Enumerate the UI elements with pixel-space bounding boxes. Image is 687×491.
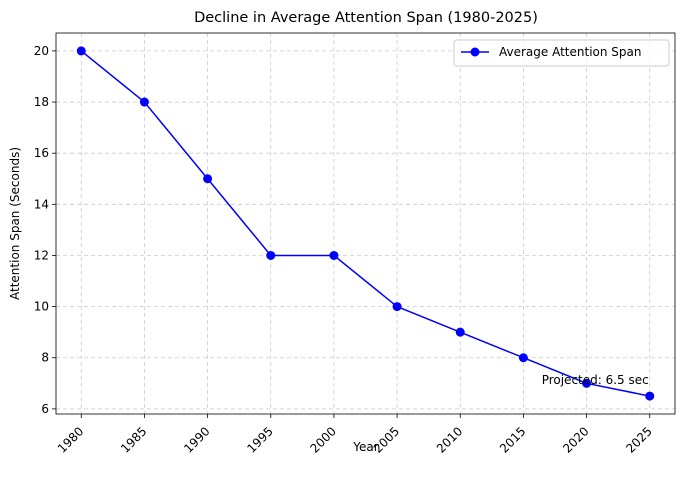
y-tick-label: 12	[34, 248, 49, 262]
x-axis-label: Year	[352, 440, 378, 454]
data-point-marker	[266, 250, 276, 260]
legend-box	[453, 39, 670, 67]
legend-marker-swatch	[470, 47, 480, 57]
series-line	[80, 50, 650, 397]
data-point-marker	[645, 391, 655, 401]
grid-lines	[56, 33, 675, 414]
y-tick-label: 18	[34, 95, 49, 109]
annotation-label: Projected: 6.5 sec	[542, 373, 649, 387]
y-tick-label: 6	[41, 402, 49, 416]
data-point-marker	[329, 250, 339, 260]
y-tick-label: 20	[34, 44, 49, 58]
data-point-marker	[203, 174, 213, 184]
data-point-marker	[76, 46, 86, 56]
data-point-marker	[392, 302, 402, 312]
data-point-marker	[518, 353, 528, 363]
y-axis-label: Attention Span (Seconds)	[8, 147, 22, 300]
series-markers	[76, 46, 655, 401]
data-point-marker	[582, 378, 592, 388]
data-point-marker	[139, 97, 149, 107]
chart-title: Decline in Average Attention Span (1980-…	[194, 10, 538, 26]
legend: Average Attention Span	[453, 39, 670, 67]
legend-label: Average Attention Span	[499, 45, 641, 59]
y-tick-label: 14	[34, 197, 49, 211]
annotation-layer: Projected: 6.5 sec	[542, 373, 649, 387]
data-point-marker	[455, 327, 465, 337]
y-tick-label: 8	[41, 351, 49, 365]
series-line-layer	[80, 50, 650, 397]
plot-frame	[55, 32, 676, 415]
y-axis-ticks: 6 8 10 12 14 16 18 20	[34, 44, 56, 416]
y-tick-label: 16	[34, 146, 49, 160]
y-tick-label: 10	[34, 300, 49, 314]
